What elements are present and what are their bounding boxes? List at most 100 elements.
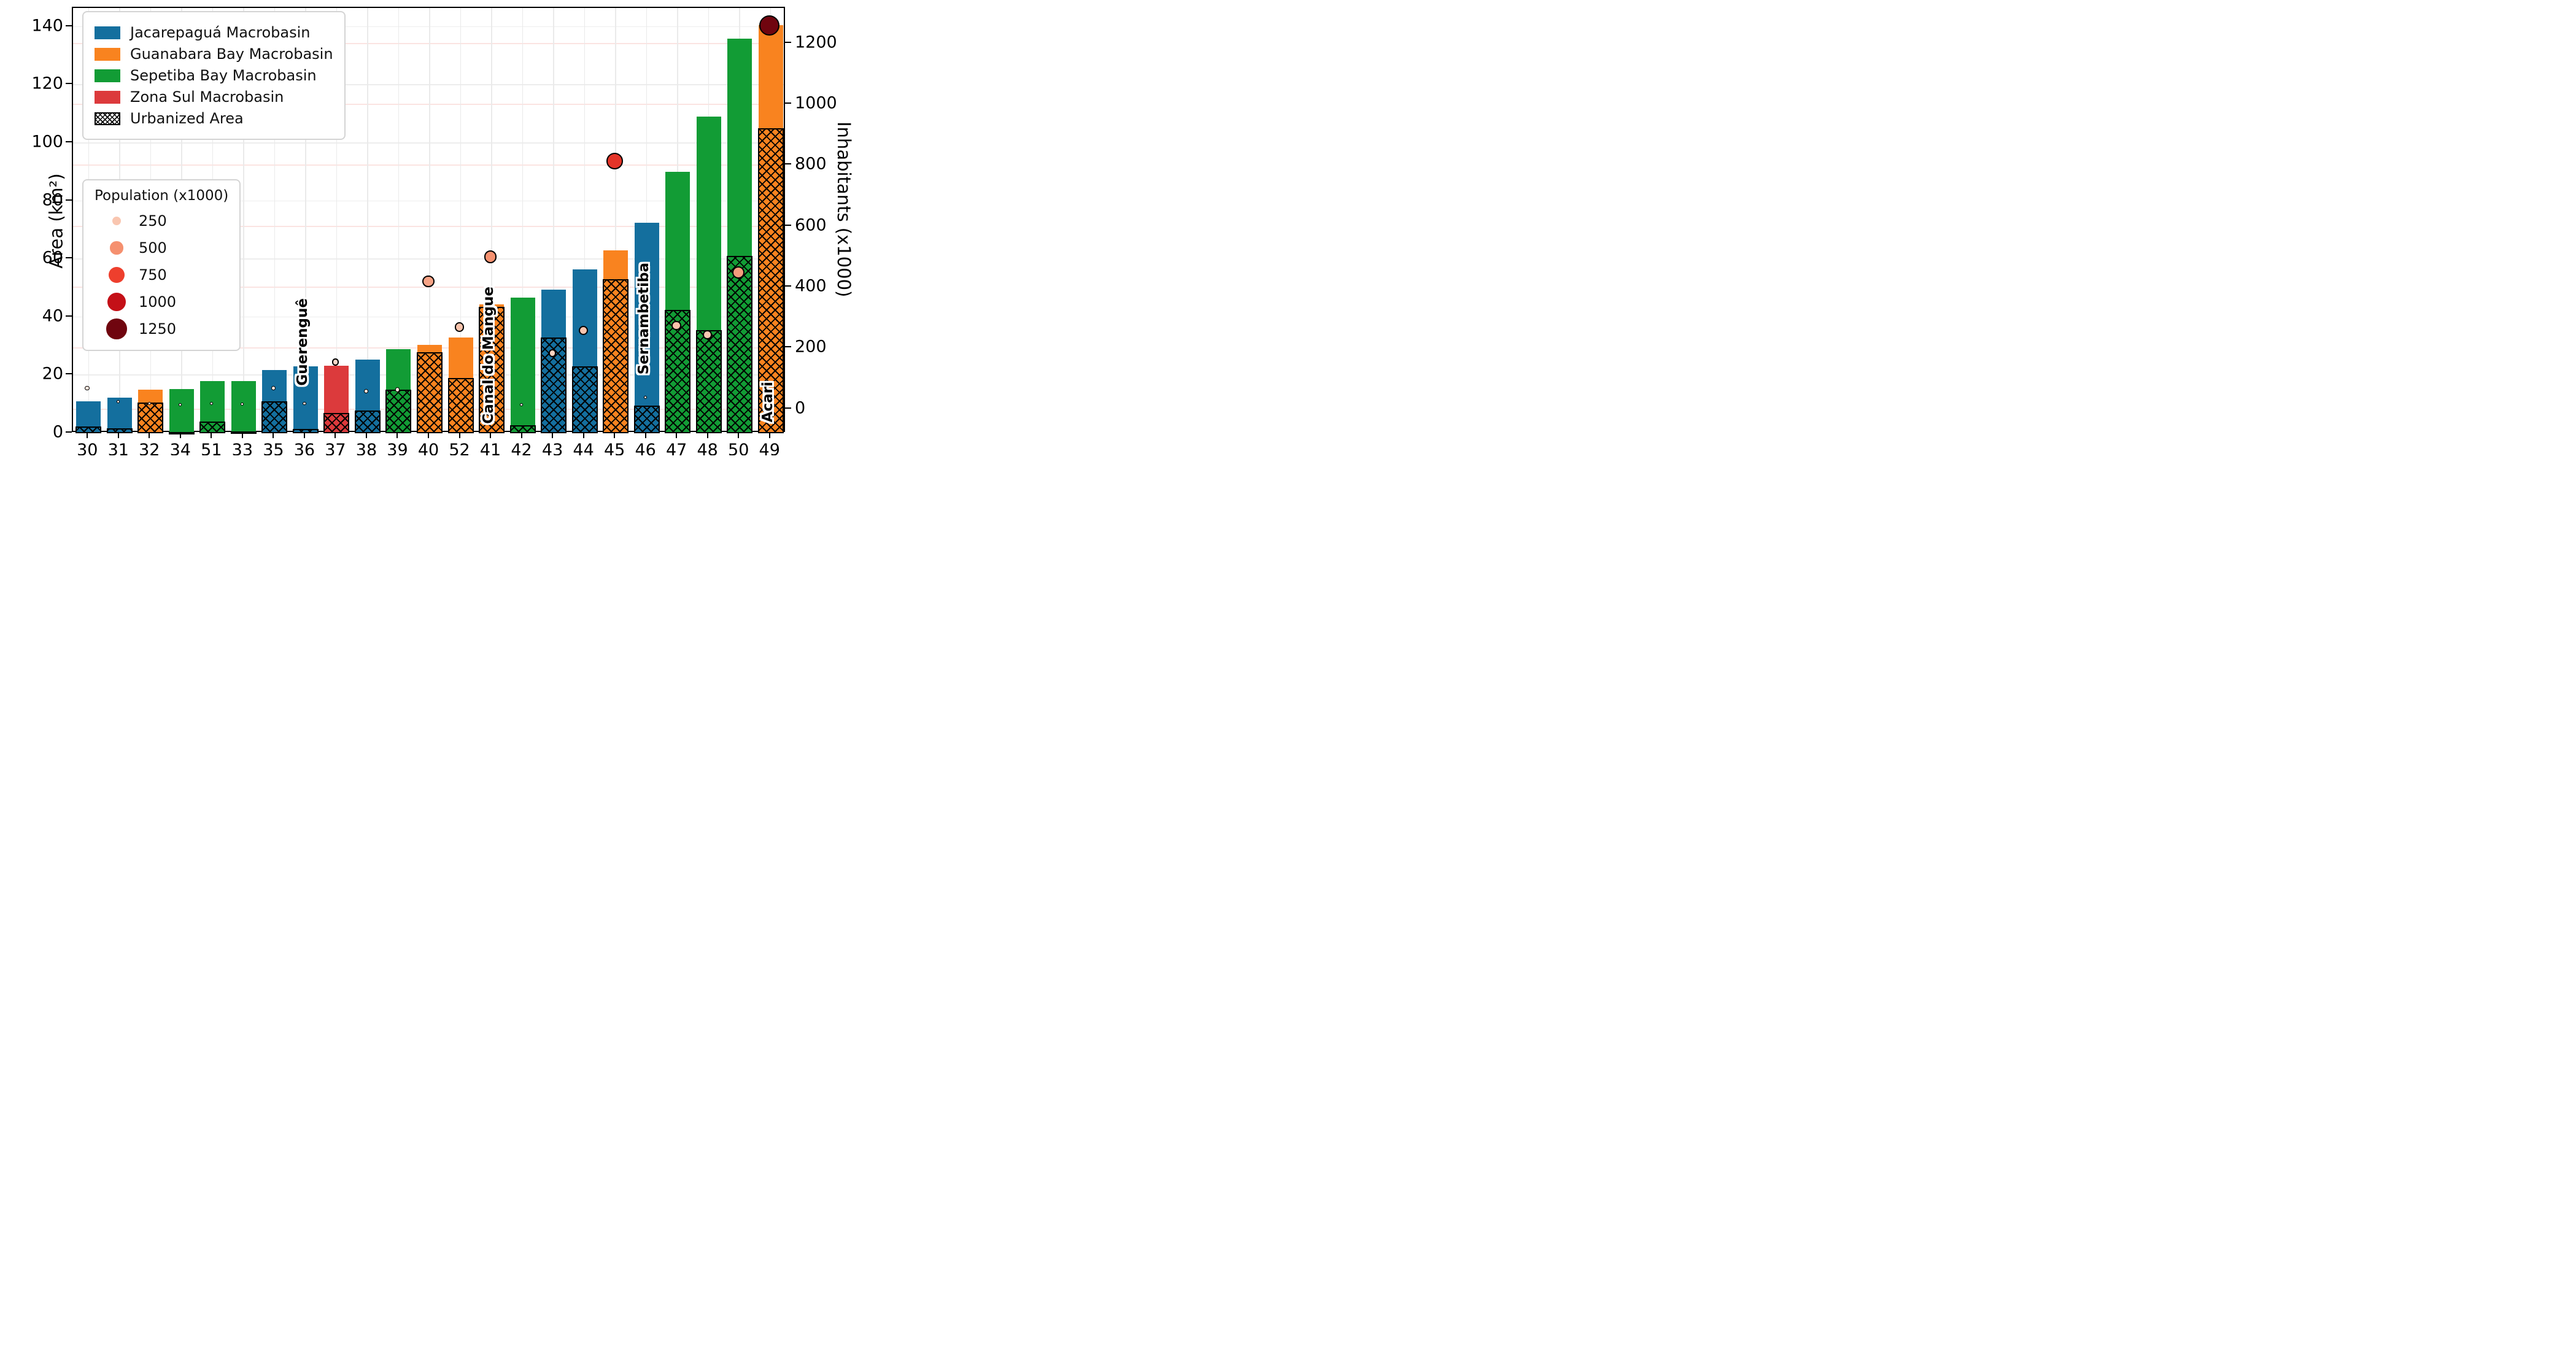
population-dot-48 — [703, 330, 712, 339]
population-dot-52 — [454, 322, 465, 332]
annotation-49: Acari — [760, 382, 776, 425]
x-tick-46 — [644, 432, 646, 438]
legend-item-urbanized: Urbanized Area — [95, 110, 333, 127]
population-dot-32 — [147, 401, 151, 405]
right-tick-label-600: 600 — [795, 215, 827, 235]
urbanized-area-42 — [509, 425, 536, 433]
urbanized-area-31 — [106, 428, 133, 433]
bar-36 — [293, 366, 318, 433]
population-legend-dot-1250 — [106, 318, 127, 339]
x-tick-label-36: 36 — [293, 441, 315, 455]
annotation-text-41: Canal do Mangue — [481, 286, 497, 424]
x-tick-label-45: 45 — [603, 441, 625, 455]
population-legend-value-750: 750 — [139, 266, 167, 284]
population-legend-title: Population (x1000) — [95, 188, 229, 204]
left-tick-20 — [66, 373, 72, 375]
annotation-text-46: Sernambetiba — [635, 262, 652, 375]
population-dot-41 — [484, 250, 497, 264]
gridline-right-800 — [73, 164, 784, 166]
x-tick-label-50: 50 — [728, 441, 749, 455]
x-tick-label-49: 49 — [759, 441, 780, 455]
x-tick-label-47: 47 — [665, 441, 687, 455]
population-dot-35 — [271, 385, 276, 391]
urbanized-area-51 — [199, 422, 226, 433]
population-dot-cell — [95, 293, 139, 311]
annotation-text-36: Guerenguê — [294, 298, 311, 387]
urbanized-area-49 — [757, 128, 784, 433]
urbanized-area-48 — [695, 330, 722, 433]
left-tick-label-0: 0 — [52, 422, 63, 442]
annotation-36: Guerenguê — [295, 298, 311, 388]
left-tick-label-120: 120 — [31, 74, 63, 93]
population-legend-value-1250: 1250 — [139, 320, 177, 338]
x-tick-30 — [87, 432, 88, 438]
left-tick-140 — [66, 25, 72, 26]
population-legend-dot-1000 — [107, 293, 126, 311]
legend-item-label-guanabara: Guanabara Bay Macrobasin — [130, 45, 333, 63]
x-tick-38 — [365, 432, 367, 438]
left-tick-60 — [66, 257, 72, 259]
left-tick-0 — [66, 431, 72, 433]
x-tick-label-31: 31 — [107, 441, 129, 455]
right-tick-label-1200: 1200 — [795, 33, 837, 52]
right-tick-800 — [785, 163, 791, 165]
right-tick-1200 — [785, 41, 791, 43]
x-tick-42 — [520, 432, 522, 438]
x-tick-label-39: 39 — [387, 441, 408, 455]
urbanized-area-47 — [665, 309, 691, 433]
population-legend: Population (x1000) 250 500 750 1000 1250 — [82, 179, 241, 351]
x-tick-51 — [211, 432, 212, 438]
x-tick-label-38: 38 — [355, 441, 377, 455]
x-tick-39 — [396, 432, 398, 438]
x-tick-47 — [676, 432, 678, 438]
color-swatch-icon — [95, 90, 120, 104]
x-tick-label-44: 44 — [573, 441, 594, 455]
population-dot-39 — [395, 387, 400, 392]
x-tick-label-48: 48 — [697, 441, 718, 455]
urbanized-area-44 — [571, 366, 598, 433]
population-legend-dot-500 — [110, 241, 123, 255]
right-tick-400 — [785, 285, 791, 287]
population-dot-51 — [209, 401, 213, 405]
x-tick-36 — [303, 432, 305, 438]
population-dot-cell — [95, 216, 139, 226]
legend-item-zonasul: Zona Sul Macrobasin — [95, 88, 333, 106]
right-tick-label-200: 200 — [795, 337, 827, 357]
color-swatch-icon — [95, 69, 120, 82]
x-tick-43 — [552, 432, 554, 438]
x-tick-37 — [335, 432, 336, 438]
bar-46 — [634, 223, 659, 433]
x-tick-label-33: 33 — [231, 441, 253, 455]
left-tick-100 — [66, 141, 72, 142]
x-tick-32 — [149, 432, 150, 438]
population-dot-cell — [95, 318, 139, 339]
urbanized-area-40 — [417, 352, 443, 433]
population-legend-entry-750: 750 — [95, 261, 228, 288]
x-tick-label-32: 32 — [139, 441, 160, 455]
population-legend-value-1000: 1000 — [139, 293, 177, 311]
left-tick-label-40: 40 — [42, 306, 63, 326]
x-tick-label-34: 34 — [169, 441, 191, 455]
bar-31 — [107, 398, 132, 433]
left-tick-label-80: 80 — [42, 190, 63, 210]
urbanized-area-32 — [137, 402, 164, 433]
hatch-swatch-icon — [95, 112, 120, 125]
population-dot-cell — [95, 241, 139, 255]
right-tick-label-800: 800 — [795, 154, 827, 174]
population-legend-entry-1000: 1000 — [95, 288, 228, 315]
urbanized-area-34 — [168, 432, 195, 435]
x-tick-40 — [428, 432, 429, 438]
legend-item-label-sepetiba: Sepetiba Bay Macrobasin — [130, 67, 317, 84]
legend-item-guanabara: Guanabara Bay Macrobasin — [95, 45, 333, 63]
x-tick-49 — [768, 432, 770, 438]
population-legend-dot-750 — [109, 267, 125, 283]
urbanized-area-39 — [385, 390, 412, 433]
left-tick-label-20: 20 — [42, 364, 63, 384]
urbanized-area-45 — [603, 279, 629, 433]
right-tick-label-0: 0 — [795, 398, 806, 418]
population-dot-40 — [422, 276, 435, 288]
population-dot-38 — [364, 388, 369, 393]
urbanized-area-33 — [230, 431, 257, 434]
left-tick-40 — [66, 315, 72, 317]
x-tick-45 — [614, 432, 616, 438]
